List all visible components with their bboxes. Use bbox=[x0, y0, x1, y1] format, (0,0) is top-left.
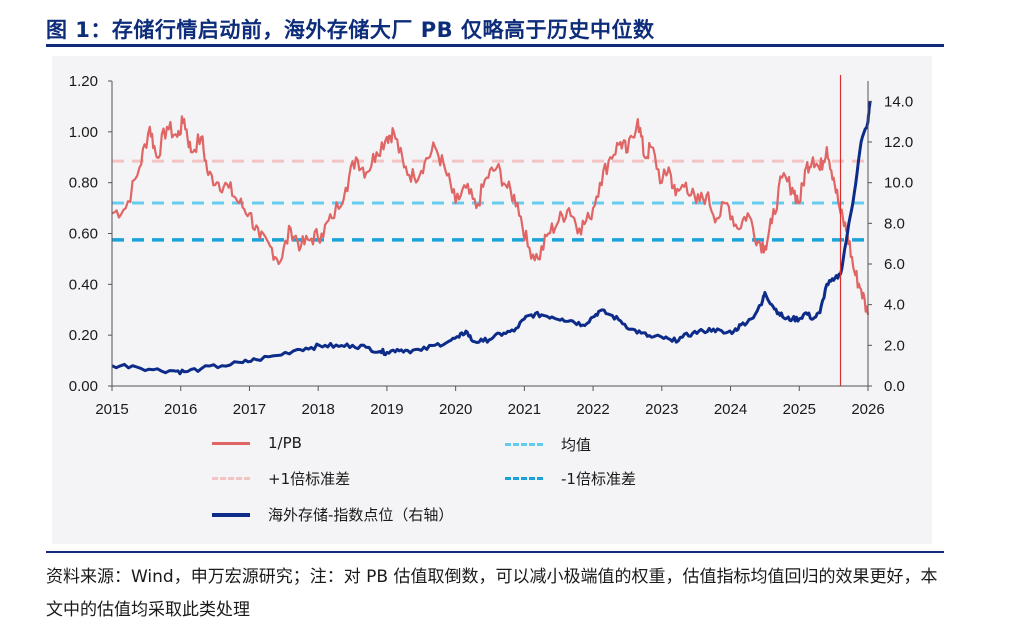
y-left-tick-label: 0.20 bbox=[69, 327, 98, 344]
legend-swatch-mean bbox=[505, 443, 543, 446]
legend: 1/PB 均值 +1倍标准差 -1倍标准差 海外存储-指数点位（右轴） bbox=[212, 434, 872, 534]
source-divider bbox=[46, 551, 944, 553]
y-right-tick-label: 4.0 bbox=[884, 297, 905, 314]
x-tick-label: 2015 bbox=[95, 401, 128, 418]
legend-item-minus-std: -1倍标准差 bbox=[505, 468, 636, 489]
legend-item-pb: 1/PB bbox=[212, 434, 302, 452]
figure-title: 图 1：存储行情启动前，海外存储大厂 PB 仅略高于历史中位数 bbox=[46, 18, 655, 42]
y-left-tick-label: 0.40 bbox=[69, 276, 98, 293]
y-right-tick-label: 12.0 bbox=[884, 134, 913, 151]
y-right-tick-label: 10.0 bbox=[884, 175, 913, 192]
x-tick-label: 2023 bbox=[645, 401, 678, 418]
y-left-tick-label: 0.00 bbox=[69, 378, 98, 395]
x-tick-label: 2025 bbox=[783, 401, 816, 418]
legend-label-index: 海外存储-指数点位（右轴） bbox=[268, 506, 454, 524]
y-left-tick-label: 1.00 bbox=[69, 124, 98, 141]
legend-label-minus-std: -1倍标准差 bbox=[561, 470, 636, 488]
legend-label-mean: 均值 bbox=[561, 436, 592, 454]
source-note: 资料来源：Wind，申万宏源研究；注：对 PB 估值取倒数，可以减小极端值的权重… bbox=[46, 567, 938, 620]
y-right-tick-label: 8.0 bbox=[884, 215, 905, 232]
y-right-tick-label: 14.0 bbox=[884, 93, 913, 110]
x-tick-label: 2022 bbox=[576, 401, 609, 418]
legend-label-plus-std: +1倍标准差 bbox=[268, 470, 351, 488]
series-line-pb bbox=[111, 115, 870, 315]
x-tick-label: 2019 bbox=[370, 401, 403, 418]
x-tick-label: 2026 bbox=[851, 401, 884, 418]
legend-swatch-plus-std bbox=[212, 477, 250, 480]
x-tick-label: 2024 bbox=[714, 401, 747, 418]
x-tick-label: 2017 bbox=[233, 401, 266, 418]
y-left-tick-label: 0.60 bbox=[69, 226, 98, 243]
legend-swatch-minus-std bbox=[505, 477, 543, 480]
title-underline bbox=[46, 44, 944, 47]
legend-swatch-index bbox=[212, 512, 250, 517]
x-tick-label: 2018 bbox=[301, 401, 334, 418]
legend-label-pb: 1/PB bbox=[268, 434, 302, 452]
y-right-tick-label: 2.0 bbox=[884, 337, 905, 354]
y-left-tick-label: 1.20 bbox=[69, 73, 98, 90]
y-right-tick-label: 6.0 bbox=[884, 256, 905, 273]
series-line-index bbox=[111, 101, 872, 376]
legend-item-index: 海外存储-指数点位（右轴） bbox=[212, 504, 453, 525]
legend-swatch-pb bbox=[212, 441, 250, 445]
y-left-tick-label: 0.80 bbox=[69, 175, 98, 192]
x-tick-label: 2021 bbox=[508, 401, 541, 418]
legend-item-plus-std: +1倍标准差 bbox=[212, 468, 350, 489]
x-tick-label: 2016 bbox=[164, 401, 197, 418]
legend-item-mean: 均值 bbox=[505, 434, 591, 455]
x-tick-label: 2020 bbox=[439, 401, 472, 418]
y-right-tick-label: 0.0 bbox=[884, 378, 905, 395]
